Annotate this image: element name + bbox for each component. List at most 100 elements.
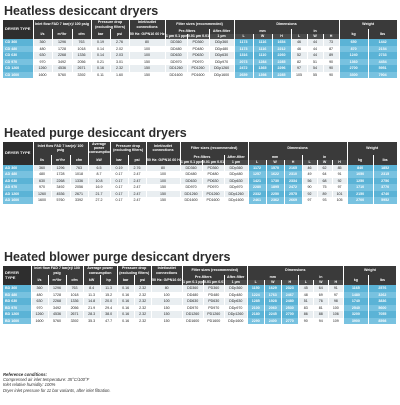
model-name-cell: AD 1260 — [3, 190, 34, 198]
table-cell: 1600 — [31, 317, 49, 324]
table-cell: PD1600 — [202, 197, 225, 204]
unit-lbs: lbs — [373, 154, 398, 165]
table-cell: 1018 — [70, 171, 89, 178]
table-cell: 54 — [307, 65, 324, 72]
table-cell: 92 — [332, 177, 348, 185]
model-name-cell: CD 630 — [3, 52, 34, 59]
table-cell: 3836 — [368, 298, 398, 305]
table-cell: 2400 — [264, 317, 282, 324]
table-cell: 360 — [33, 164, 52, 172]
dim-h: H — [281, 280, 299, 285]
table-cell: 2540 — [343, 304, 369, 311]
table-cell: 97 — [291, 65, 308, 72]
table-cell: 1728 — [52, 45, 73, 52]
table-cell: 630 — [31, 298, 49, 305]
dim-l: L — [248, 159, 267, 165]
reference-notes: Reference conditions: Compressed air inl… — [3, 372, 397, 393]
table-cell: DD970 — [165, 58, 188, 65]
table-cell: 1728 — [51, 171, 71, 178]
table-cell: 0.16 — [117, 304, 135, 311]
table-cell: 2733 — [368, 52, 398, 59]
table-cell: 105 — [291, 71, 308, 78]
table-cell: DDp970 — [224, 184, 249, 191]
table-cell: 480 — [33, 171, 52, 178]
table-cell: 5952 — [373, 197, 398, 204]
dim-h-in: H — [328, 280, 344, 285]
table-cell: DDp1260 — [224, 311, 248, 318]
table-cell: 89 — [323, 52, 340, 59]
table-cell: 2.32 — [134, 304, 152, 311]
table-cell: 55 — [307, 71, 324, 78]
table-cell: 1360 — [339, 58, 369, 65]
table-cell: 2576 — [368, 285, 398, 292]
table-cell: 2671 — [66, 311, 84, 318]
table-cell: 2.32 — [134, 317, 152, 324]
table-cell: DD360 — [165, 39, 188, 46]
table-cell: 5760 — [52, 71, 73, 78]
col-dryer-type: DRYER TYPE — [3, 266, 32, 285]
table-cell: 2.32 — [134, 311, 152, 318]
table-cell: 1710 — [347, 184, 374, 191]
filter-after-1um: 1 µm — [209, 34, 235, 39]
table-cell: 3262 — [368, 291, 398, 298]
table-cell: 97 — [332, 184, 348, 191]
table-cell: 1852 — [373, 164, 398, 172]
table-cell: 48 — [298, 291, 314, 298]
table-cell: 1165 — [343, 285, 369, 292]
table-cell: 3392 — [70, 197, 89, 204]
table-cell: 2334 — [284, 177, 303, 185]
table-cell: 1173 — [234, 45, 254, 52]
filter-1um: 1 µm 0.1 ppm — [165, 34, 188, 39]
table-cell: 480 — [31, 291, 49, 298]
table-cell: PD360 — [187, 39, 210, 46]
dim-w-in: W — [307, 34, 324, 39]
table-cell: 4454 — [368, 58, 398, 65]
unit-m3h: m³/hr — [51, 154, 71, 165]
pre-filters: Pre-filters — [165, 29, 210, 34]
table-cell: 2.32 — [134, 291, 152, 298]
table-cell: DD1600 — [165, 71, 188, 78]
table-row: CD 630 630 2268 1336 0.14 2.03 100 DD630 PD630 DD… — [3, 52, 398, 59]
table-cell: 0.17 — [110, 190, 129, 198]
table-cell: 97 — [302, 197, 318, 204]
table-cell: 1224 — [247, 291, 265, 298]
table-cell: 0.14 — [91, 52, 111, 59]
after-filter: After-filter — [224, 275, 248, 280]
table-cell: 2467 — [281, 291, 299, 298]
table-cell: PD1600 — [187, 71, 210, 78]
table-cell: 90 — [323, 58, 340, 65]
col-inlet-flow: Inlet flow FAD 7 bar(e)/ 100 psig — [33, 20, 92, 29]
table-cell: 2770 — [281, 317, 299, 324]
table-cell: 1018 — [66, 291, 84, 298]
unit-mm: mm — [247, 275, 299, 280]
table-cell: DD480 — [180, 171, 203, 178]
table-cell: DD970 — [180, 184, 203, 191]
table-cell: DD970 — [182, 304, 204, 311]
unit-psi: psi — [134, 275, 152, 285]
table-row: CD 1260 1260 4536 2671 0.16 2.32 150 DD1260 PD12… — [3, 65, 398, 72]
table-cell: 4740 — [373, 190, 398, 198]
table-cell: 2268 — [52, 52, 73, 59]
unit-lbs: lbs — [368, 29, 398, 39]
table-cell: 89 — [317, 190, 333, 198]
table-cell: 650 — [339, 39, 369, 46]
table-cell: 2.03 — [110, 52, 130, 59]
unit-ls: l/s — [33, 29, 53, 39]
filter-after-1um: 1 µm — [224, 159, 249, 165]
unit-kg: kg — [343, 275, 369, 285]
table-cell: 83 — [298, 304, 314, 311]
dim-w: W — [266, 159, 285, 165]
dim-l-in: L — [291, 34, 308, 39]
unit-mm: mm — [248, 154, 303, 160]
table-cell: 100 — [328, 304, 344, 311]
table-cell: 2.02 — [110, 45, 130, 52]
col-connections: Inlet/outlet connections — [151, 266, 183, 275]
table-cell: 1895 — [266, 184, 285, 191]
table-cell: 80 — [151, 285, 183, 292]
col-dryer-type: DRYER TYPE — [3, 20, 34, 39]
section-title-blower-purge: Heated blower purge desiccant dryers — [4, 250, 231, 264]
table-cell: PD480 — [187, 45, 210, 52]
unit-ls: l/s — [33, 154, 52, 165]
model-name-cell: CD 480 — [3, 45, 34, 52]
table-cell: 15.2 — [100, 291, 118, 298]
